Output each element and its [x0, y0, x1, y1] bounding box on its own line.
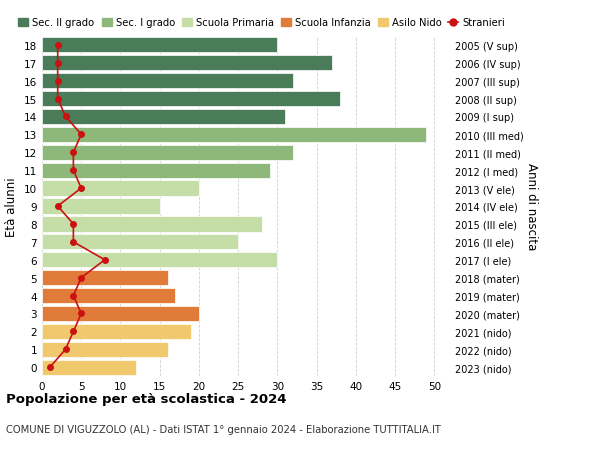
Bar [42, 146, 293, 161]
Bar [42, 217, 262, 232]
Text: COMUNE DI VIGUZZOLO (AL) - Dati ISTAT 1° gennaio 2024 - Elaborazione TUTTITALIA.: COMUNE DI VIGUZZOLO (AL) - Dati ISTAT 1°… [6, 425, 441, 435]
Y-axis label: Anni di nascita: Anni di nascita [525, 163, 538, 250]
Bar [42, 110, 285, 125]
Bar [42, 92, 340, 107]
Bar [42, 235, 238, 250]
Bar [42, 74, 293, 89]
Bar [42, 360, 136, 375]
Bar [42, 181, 199, 196]
Legend: Sec. II grado, Sec. I grado, Scuola Primaria, Scuola Infanzia, Asilo Nido, Stran: Sec. II grado, Sec. I grado, Scuola Prim… [19, 18, 505, 28]
Bar [42, 342, 167, 357]
Bar [42, 38, 277, 53]
Bar [42, 288, 175, 303]
Bar [42, 252, 277, 268]
Bar [42, 56, 332, 71]
Bar [42, 163, 269, 179]
Y-axis label: Età alunni: Età alunni [5, 177, 19, 236]
Bar [42, 270, 167, 285]
Bar [42, 128, 427, 143]
Bar [42, 199, 160, 214]
Text: Popolazione per età scolastica - 2024: Popolazione per età scolastica - 2024 [6, 392, 287, 405]
Bar [42, 324, 191, 339]
Bar [42, 306, 199, 321]
